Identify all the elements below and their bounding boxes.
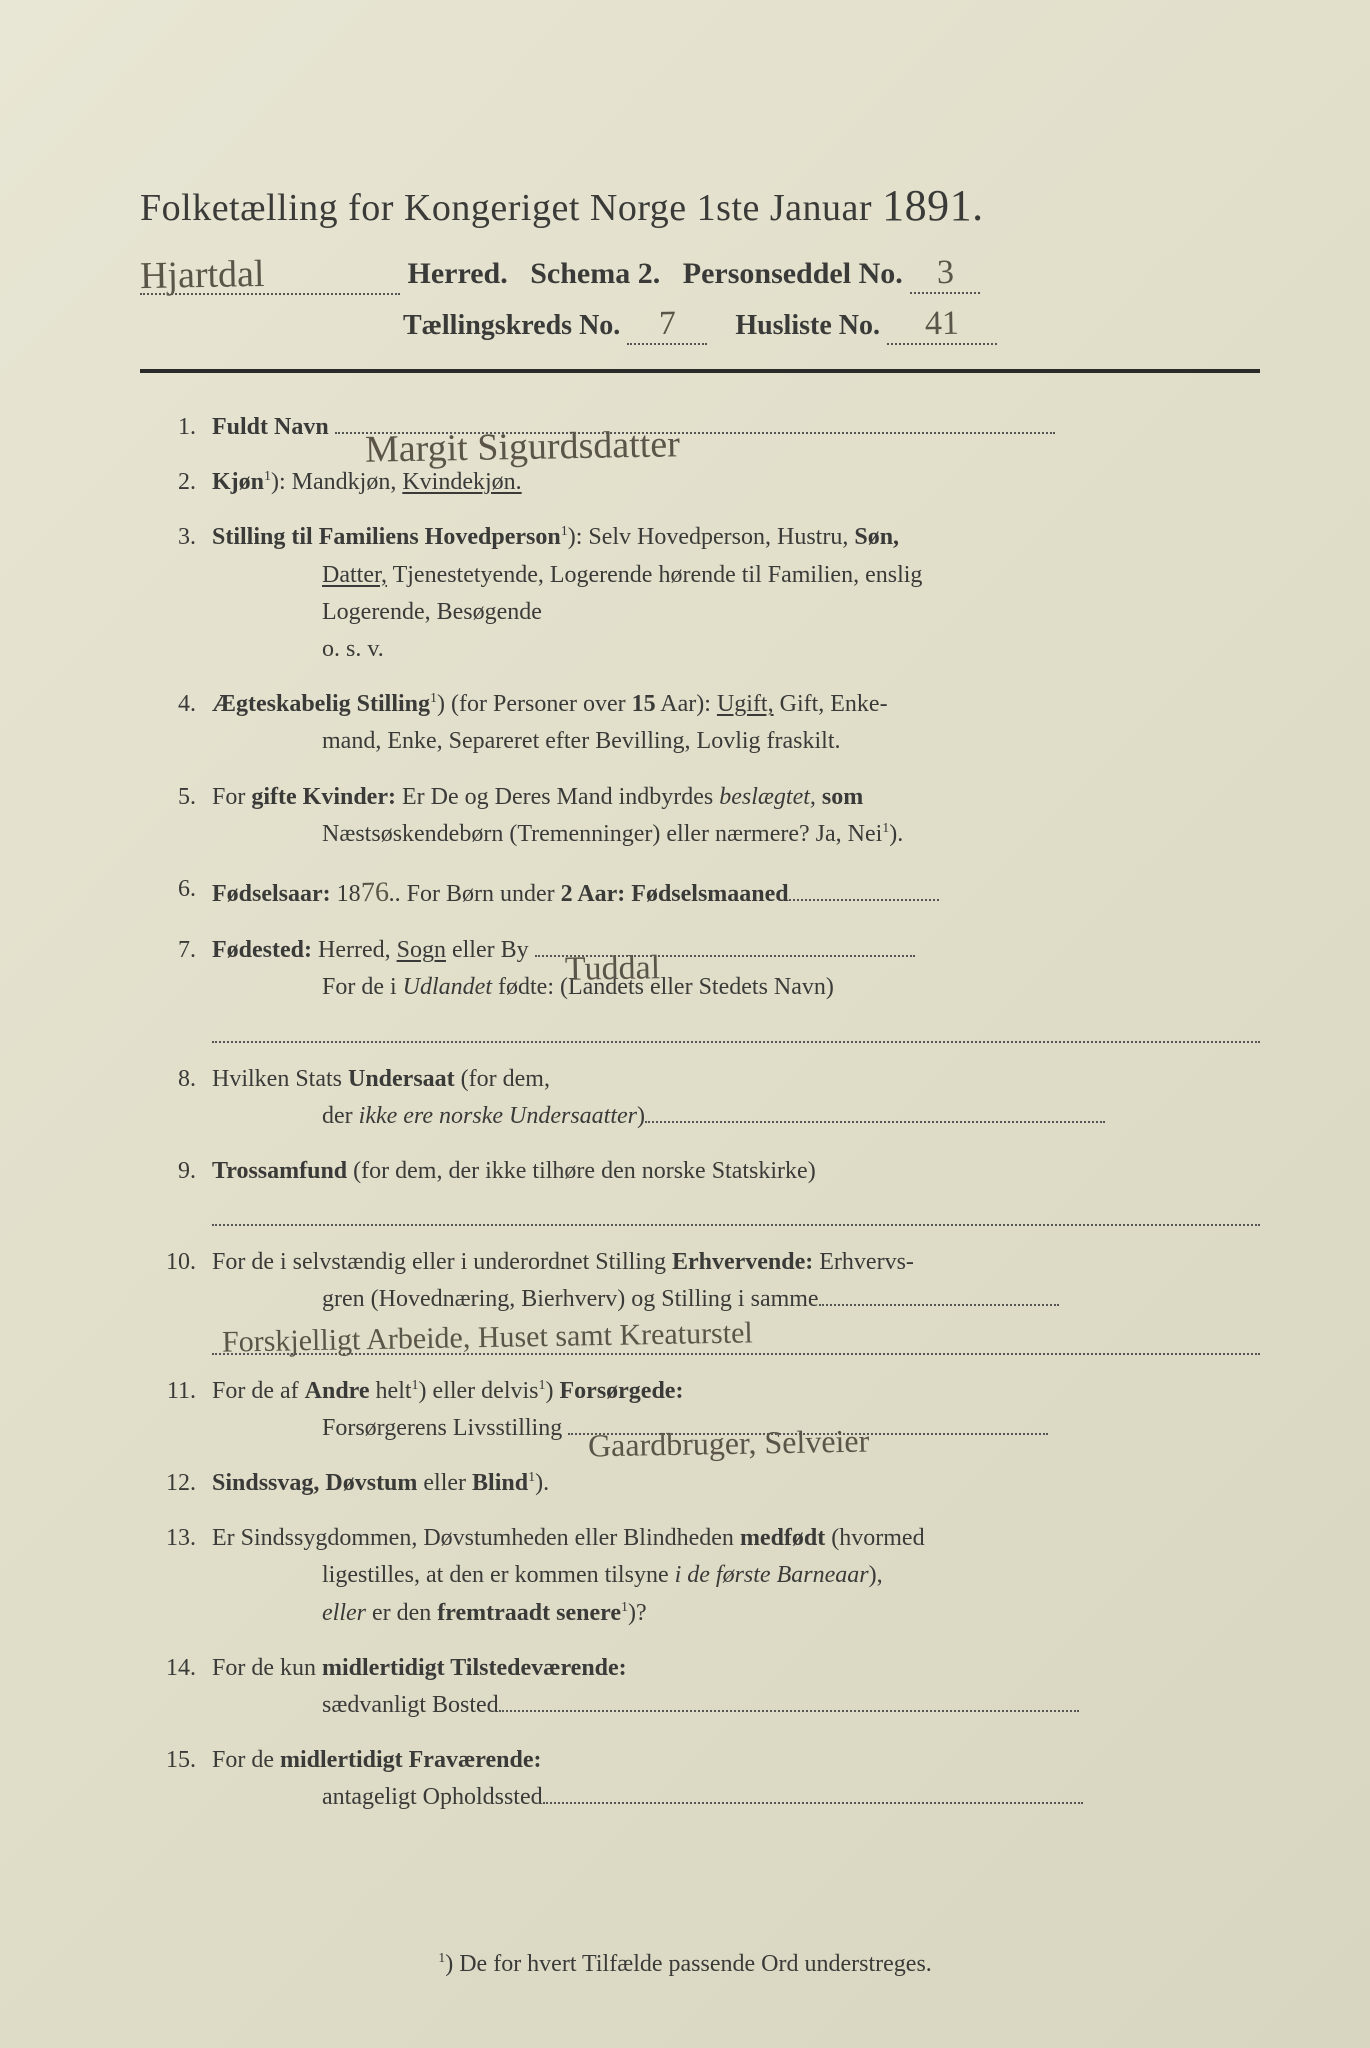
header-line-3: Tællingskreds No. 7 Husliste No. 41: [140, 305, 1260, 345]
title-line: Folketælling for Kongeriget Norge 1ste J…: [140, 180, 1260, 231]
personseddel-label: Personseddel No.: [683, 257, 903, 290]
e2-label: Kjøn: [212, 469, 264, 495]
entry-14: 14. For de kun midlertidigt Tilstedevære…: [140, 1650, 1260, 1724]
husliste-no: 41: [925, 305, 960, 344]
e11-provider-hw: Gaardbruger, Selveier: [588, 1416, 870, 1470]
herred-handwritten: Hjartdal: [140, 252, 265, 298]
entry-2: 2. Kjøn1): Mandkjøn, Kvindekjøn.: [140, 464, 1260, 501]
entry-10: 10. For de i selvstændig eller i underor…: [140, 1244, 1260, 1354]
personseddel-no: 3: [936, 254, 954, 292]
footnote: 1) De for hvert Tilfælde passende Ord un…: [0, 1951, 1370, 1978]
entry-5: 5. For gifte Kvinder: Er De og Deres Man…: [140, 779, 1260, 853]
e12-label: Sindssvag, Døvstum: [212, 1470, 417, 1496]
e10-occupation-hw: Forskjelligt Arbeide, Huset samt Kreatur…: [222, 1310, 753, 1366]
entry-4: 4. Ægteskabelig Stilling1) (for Personer…: [140, 686, 1260, 760]
e6-label: Fødselsaar:: [212, 881, 331, 907]
title-year: 1891.: [882, 181, 984, 230]
e7-place-hw: Tuddal: [564, 942, 660, 996]
e7-selected: Sogn: [397, 937, 446, 963]
e1-handwritten-name: Margit Sigurdsdatter: [364, 415, 680, 479]
entry-11: 11. For de af Andre helt1) eller delvis1…: [140, 1373, 1260, 1447]
entry-1: 1. Fuldt Navn Margit Sigurdsdatter: [140, 409, 1260, 446]
entry-13: 13. Er Sindssygdommen, Døvstumheden elle…: [140, 1520, 1260, 1632]
entry-7: 7. Fødested: Herred, Sogn eller By Tudda…: [140, 932, 1260, 1042]
census-form-page: Folketælling for Kongeriget Norge 1ste J…: [0, 0, 1370, 2048]
entry-8: 8. Hvilken Stats Undersaat (for dem, der…: [140, 1061, 1260, 1135]
entry-9: 9. Trossamfund (for dem, der ikke tilhør…: [140, 1153, 1260, 1226]
schema-label: Schema 2.: [530, 257, 660, 290]
taellingskreds-label: Tællingskreds No.: [403, 310, 620, 341]
entry-3: 3. Stilling til Familiens Hovedperson1):…: [140, 519, 1260, 668]
taellingskreds-no: 7: [658, 305, 676, 343]
header-line-2: Hjartdal Herred. Schema 2. Personseddel …: [140, 249, 1260, 295]
e7-label: Fødested:: [212, 937, 312, 963]
e4-selected: Ugift,: [717, 691, 774, 717]
e3-label: Stilling til Familiens Hovedperson: [212, 524, 561, 550]
title-prefix: Folketælling for Kongeriget Norge 1ste J…: [140, 187, 872, 229]
e4-label: Ægteskabelig Stilling: [212, 691, 430, 717]
husliste-label: Husliste No.: [735, 310, 880, 341]
divider-rule: [140, 369, 1260, 373]
e3-selected: Datter,: [322, 562, 387, 588]
e9-label: Trossamfund: [212, 1158, 347, 1184]
entry-12: 12. Sindssvag, Døvstum eller Blind1).: [140, 1465, 1260, 1502]
herred-label: Herred.: [408, 257, 508, 290]
e6-year-hw: 76: [360, 871, 389, 915]
entry-15: 15. For de midlertidigt Fraværende: anta…: [140, 1742, 1260, 1816]
e1-label: Fuldt Navn: [212, 414, 329, 440]
entry-6: 6. Fødselsaar: 1876.. For Børn under 2 A…: [140, 871, 1260, 914]
